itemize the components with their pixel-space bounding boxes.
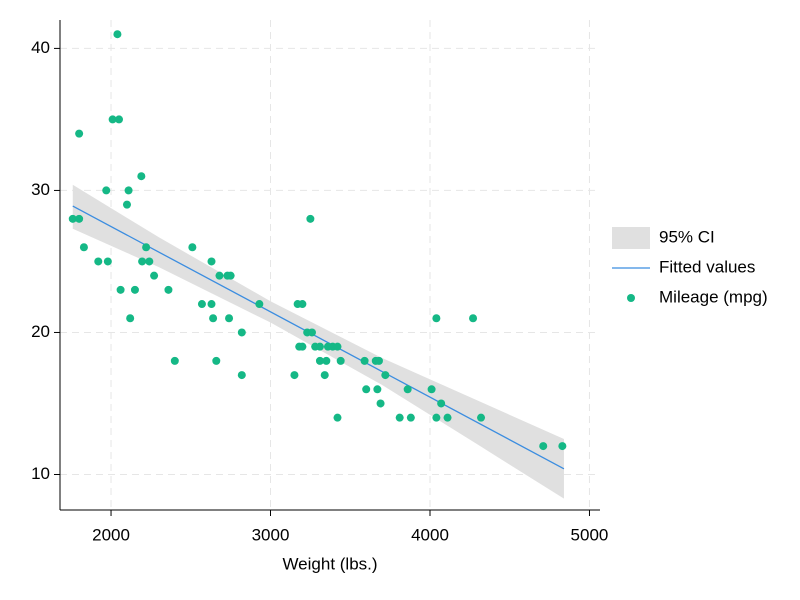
point xyxy=(333,342,342,351)
point xyxy=(315,356,324,365)
point xyxy=(427,385,436,394)
point xyxy=(237,371,246,380)
point xyxy=(298,300,307,309)
point xyxy=(290,371,299,380)
point xyxy=(558,442,567,451)
point xyxy=(443,413,452,422)
fit-line xyxy=(72,205,565,470)
point xyxy=(207,257,216,266)
point xyxy=(94,257,103,266)
point xyxy=(381,371,390,380)
x-tick-label: 5000 xyxy=(571,525,609,544)
point xyxy=(320,371,329,380)
legend-label: 95% CI xyxy=(659,227,715,246)
point xyxy=(150,271,159,280)
point xyxy=(315,342,324,351)
x-axis-label: Weight (lbs.) xyxy=(282,554,377,573)
point xyxy=(142,243,151,252)
point xyxy=(197,300,206,309)
point xyxy=(209,314,218,323)
point xyxy=(124,186,133,195)
y-tick-label: 40 xyxy=(31,38,50,57)
point xyxy=(108,115,117,124)
legend-label: Fitted values xyxy=(659,257,755,276)
point xyxy=(75,129,84,138)
point xyxy=(170,356,179,365)
point xyxy=(362,385,371,394)
point xyxy=(307,328,316,337)
legend-label: Mileage (mpg) xyxy=(659,287,768,306)
legend-swatch xyxy=(627,294,635,302)
y-tick-label: 10 xyxy=(31,464,50,483)
point xyxy=(469,314,478,323)
point xyxy=(406,413,415,422)
point xyxy=(126,314,135,323)
point xyxy=(477,413,486,422)
point xyxy=(336,356,345,365)
point xyxy=(226,271,235,280)
y-tick-label: 20 xyxy=(31,322,50,341)
point xyxy=(102,186,111,195)
point xyxy=(68,214,77,223)
legend-swatch xyxy=(612,227,650,249)
point xyxy=(188,243,197,252)
point xyxy=(237,328,246,337)
point xyxy=(75,214,84,223)
point xyxy=(298,342,307,351)
point xyxy=(207,300,216,309)
point xyxy=(115,115,124,124)
x-tick-label: 2000 xyxy=(92,525,130,544)
x-tick-label: 3000 xyxy=(252,525,290,544)
point xyxy=(376,399,385,408)
ci-band xyxy=(72,184,564,499)
point xyxy=(255,300,264,309)
point xyxy=(395,413,404,422)
point xyxy=(164,285,173,294)
point xyxy=(437,399,446,408)
point xyxy=(360,356,369,365)
point xyxy=(138,257,147,266)
point xyxy=(403,385,412,394)
point xyxy=(225,314,234,323)
point xyxy=(79,243,88,252)
point xyxy=(116,285,125,294)
point xyxy=(122,200,131,209)
point xyxy=(215,271,224,280)
point xyxy=(374,356,383,365)
point xyxy=(130,285,139,294)
y-tick-label: 30 xyxy=(31,180,50,199)
point xyxy=(322,356,331,365)
x-tick-label: 4000 xyxy=(411,525,449,544)
point xyxy=(373,385,382,394)
point xyxy=(539,442,548,451)
point xyxy=(113,30,122,39)
point xyxy=(432,413,441,422)
point xyxy=(306,214,315,223)
point xyxy=(333,413,342,422)
point xyxy=(212,356,221,365)
point xyxy=(145,257,154,266)
point xyxy=(103,257,112,266)
point xyxy=(432,314,441,323)
point xyxy=(137,172,146,181)
